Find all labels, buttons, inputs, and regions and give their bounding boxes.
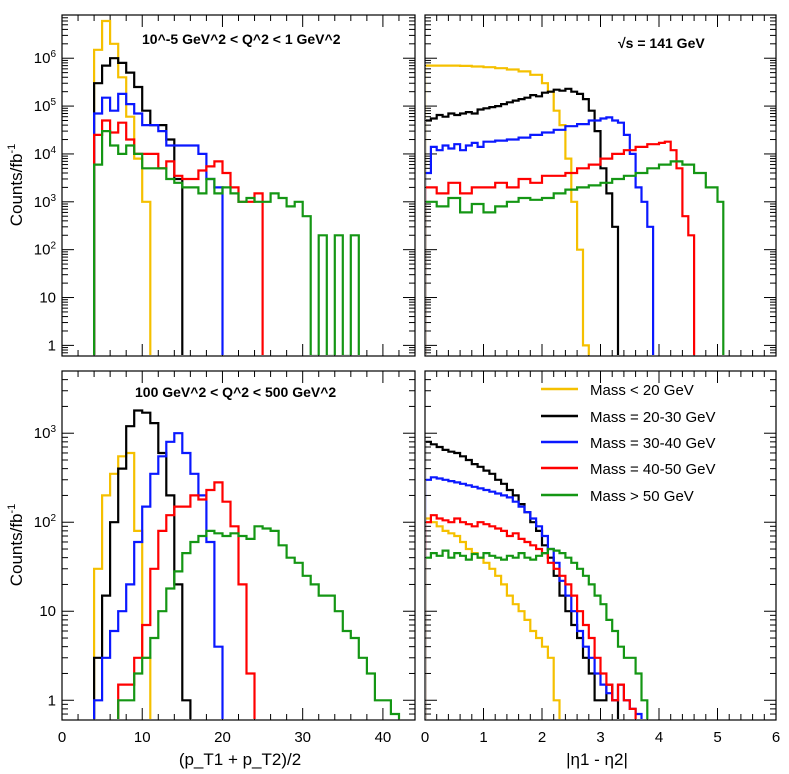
plot-layer: 1 10 102 103 104 105 106 1 10 102 103 0 10 20 30 40 0 1 2 3… (34, 14, 780, 746)
x-tick-label: 0 (421, 729, 429, 746)
x-tick-label: 40 (375, 729, 392, 746)
legend-label-mass-40-50: Mass = 40-50 GeV (590, 461, 715, 478)
panel-title-bottom-left: 100 GeV^2 < Q^2 < 500 GeV^2 (135, 384, 336, 400)
y-tick-label: 103 (34, 424, 57, 442)
y-axis-title-top: Counts/fb-1 (6, 144, 26, 227)
x-axis-title-left: (p_T1 + p_T2)/2 (179, 750, 301, 769)
histogram-series (426, 87, 620, 355)
histogram-series (426, 116, 655, 355)
y-tick-label: 104 (34, 145, 57, 163)
histogram-series (93, 432, 224, 719)
histogram-series (426, 517, 561, 719)
legend-label-mass-30-40: Mass = 30-40 GeV (590, 435, 715, 452)
panel-bottom-left: 1 10 102 103 0 10 20 30 40 (34, 370, 416, 746)
panel-top-left: 1 10 102 103 104 105 106 (34, 14, 416, 357)
y-tick-label: 1 (48, 692, 56, 709)
histogram-series (117, 481, 256, 719)
x-tick-label: 30 (294, 729, 311, 746)
y-tick-label: 102 (34, 241, 57, 259)
histogram-series (93, 19, 152, 355)
x-tick-label: 0 (58, 729, 66, 746)
legend-label-mass-20-30: Mass = 20-30 GeV (590, 409, 715, 426)
histogram-series (93, 409, 192, 719)
x-tick-label: 2 (538, 729, 546, 746)
histogram-series (426, 514, 637, 719)
histogram-series (117, 525, 401, 719)
x-tick-label: 1 (479, 729, 487, 746)
histogram-series (93, 451, 152, 719)
legend-label-mass-gt-50: Mass > 50 GeV (590, 488, 694, 505)
x-tick-label: 10 (134, 729, 151, 746)
panel-frame (61, 14, 416, 357)
legend-label-mass-lt-20: Mass < 20 GeV (590, 382, 694, 399)
x-axis-title-right: |η1 - η2| (566, 750, 628, 769)
histogram-series (93, 119, 264, 355)
x-tick-label: 5 (713, 729, 721, 746)
histogram-series (93, 92, 224, 355)
y-tick-label: 105 (34, 97, 57, 115)
panel-bottom-right: 0 1 2 3 4 5 6 (421, 370, 780, 746)
y-tick-label: 106 (34, 49, 57, 67)
y-tick-label: 10 (39, 290, 56, 307)
y-tick-label: 102 (34, 513, 57, 531)
histogram-series (426, 140, 696, 355)
x-tick-label: 4 (655, 729, 663, 746)
panel-title-top-left: 10^-5 GeV^2 < Q^2 < 1 GeV^2 (142, 31, 341, 47)
histogram-series (93, 130, 360, 355)
x-tick-label: 3 (596, 729, 604, 746)
panel-top-right (424, 14, 777, 357)
histogram-series (426, 160, 725, 355)
panel-title-top-right: √s = 141 GeV (618, 35, 705, 51)
histogram-series (93, 57, 184, 355)
y-tick-label: 1 (48, 337, 56, 354)
histogram-series (426, 547, 649, 719)
y-tick-label: 10 (39, 603, 56, 620)
x-tick-label: 20 (214, 729, 231, 746)
histogram-series (426, 64, 590, 355)
y-axis-title-bottom: Counts/fb-1 (6, 504, 26, 587)
x-tick-label: 6 (772, 729, 780, 746)
histogram-series (426, 476, 643, 719)
y-tick-label: 103 (34, 193, 57, 211)
legend: Mass < 20 GeV Mass = 20-30 GeV Mass = 30… (541, 382, 715, 505)
